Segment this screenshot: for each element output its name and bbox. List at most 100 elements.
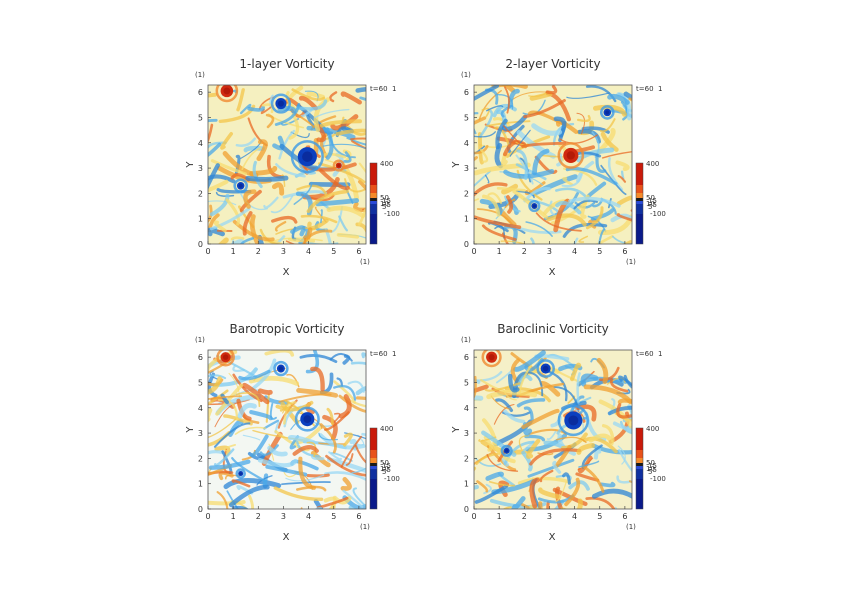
colorbar-segment <box>370 450 377 458</box>
vorticity-filament <box>265 113 275 129</box>
vorticity-filament <box>297 412 323 430</box>
chart-title: 1-layer Vorticity <box>239 57 334 71</box>
vorticity-filament <box>296 99 328 111</box>
vorticity-filament <box>482 194 501 217</box>
vorticity-field <box>208 85 366 244</box>
colorbar-label: 10 <box>380 465 389 473</box>
y-tick-label: 1 <box>198 480 203 489</box>
vorticity-filament <box>623 91 632 101</box>
vorticity-filament <box>576 112 586 135</box>
time-label: t=60 <box>370 350 388 358</box>
vorticity-filament <box>592 104 627 117</box>
colorbar-segment <box>636 198 643 201</box>
vorticity-filament <box>504 86 510 114</box>
vorticity-filament <box>612 421 632 433</box>
vorticity-filament <box>474 112 479 135</box>
vorticity-filament <box>208 449 225 455</box>
vorticity-filament <box>479 148 489 163</box>
x-tick-label: 4 <box>306 247 311 256</box>
y-tick-label: 6 <box>198 88 203 97</box>
vorticity-filament <box>324 228 332 244</box>
vorticity-filament <box>580 373 599 387</box>
vorticity-filament <box>320 209 323 224</box>
vorticity-filament <box>552 122 575 146</box>
vorticity-filament <box>486 120 531 127</box>
vorticity-filament <box>503 409 526 424</box>
colorbar-segment <box>370 198 377 201</box>
vorticity-filament <box>208 355 241 369</box>
vorticity-filament <box>248 242 251 244</box>
vorticity-filament <box>599 366 620 382</box>
vorticity-filament <box>324 411 350 431</box>
vorticity-filament <box>609 378 629 393</box>
vorticity-filament <box>252 160 263 189</box>
colorbar-segment <box>636 466 643 469</box>
time-unit: 1 <box>658 85 662 93</box>
chart-title: Baroclinic Vorticity <box>497 322 609 336</box>
x-tick-label: 5 <box>331 247 336 256</box>
colorbar-label: -5 <box>650 201 657 209</box>
vorticity-filament <box>278 129 296 160</box>
vorticity-filament <box>474 370 503 382</box>
y-unit-label: (1) <box>461 336 471 344</box>
vorticity-filament <box>340 477 352 491</box>
colorbar-label: 400 <box>380 160 393 168</box>
vorticity-filament <box>474 144 489 155</box>
vortex-center <box>505 449 509 453</box>
vorticity-filament <box>208 395 243 400</box>
vorticity-filament <box>486 454 519 472</box>
vorticity-filament <box>231 479 251 488</box>
vorticity-filament <box>596 357 609 384</box>
colorbar-frame <box>635 427 644 510</box>
vorticity-filament <box>314 108 350 119</box>
time-unit: 1 <box>392 350 396 358</box>
plot-frame <box>473 84 633 245</box>
vorticity-filament <box>210 159 247 176</box>
vorticity-filament <box>306 91 326 100</box>
vorticity-filament <box>546 430 557 441</box>
y-tick-label: 6 <box>464 353 469 362</box>
vorticity-filament <box>296 184 328 197</box>
vorticity-filament <box>220 132 233 150</box>
vorticity-filament <box>342 489 364 508</box>
vortex-center <box>302 151 313 162</box>
vorticity-filament <box>545 85 558 95</box>
vorticity-filament <box>590 208 615 221</box>
vorticity-filament <box>208 142 222 158</box>
vorticity-filament <box>208 459 251 470</box>
vorticity-filament <box>474 215 522 229</box>
x-unit-label: (1) <box>626 258 636 266</box>
x-tick-label: 6 <box>356 512 361 521</box>
vorticity-filament <box>318 442 346 445</box>
vorticity-filament <box>586 181 607 198</box>
vorticity-filament <box>316 496 349 509</box>
vorticity-filament <box>263 196 279 209</box>
time-label: t=60 <box>636 350 654 358</box>
vorticity-filament <box>617 175 627 183</box>
vorticity-filament <box>271 182 285 196</box>
vorticity-filament <box>314 206 327 223</box>
vorticity-filament <box>523 99 566 119</box>
vorticity-filament <box>298 95 318 111</box>
vortex-ring <box>290 140 324 174</box>
colorbar-label: 5 <box>382 203 386 211</box>
vortex-ring <box>215 85 239 103</box>
vorticity-filament <box>500 152 508 167</box>
vorticity-filament <box>552 460 562 474</box>
vortex-ring <box>536 359 555 378</box>
vorticity-filament <box>607 405 632 416</box>
vorticity-filament <box>315 506 323 509</box>
vorticity-filament <box>208 227 225 237</box>
vorticity-filament <box>213 448 235 467</box>
x-tick-label: 0 <box>205 512 210 521</box>
vorticity-filament <box>235 392 261 408</box>
vorticity-filament <box>329 91 338 103</box>
vorticity-filament <box>325 454 366 477</box>
plot-frame <box>207 349 367 510</box>
vorticity-filament <box>583 384 632 405</box>
vorticity-filament <box>496 187 526 192</box>
vorticity-filament <box>503 389 517 401</box>
vorticity-filament <box>241 147 262 171</box>
vorticity-filament <box>559 134 598 144</box>
vortex-ring <box>557 142 585 169</box>
